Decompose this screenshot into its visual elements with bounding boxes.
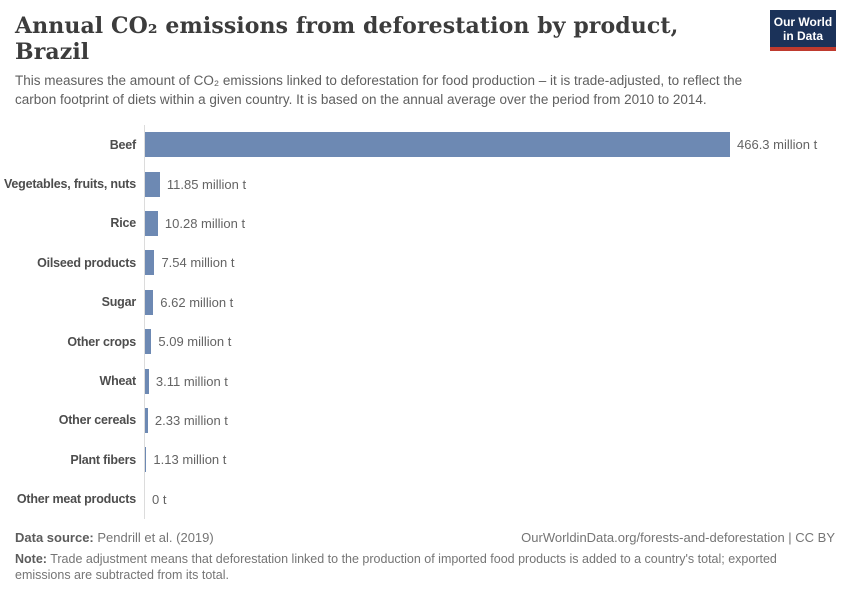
chart-row: Rice 10.28 million t: [0, 203, 850, 244]
bar[interactable]: [145, 447, 147, 473]
chart-row: Beef 466.3 million t: [0, 125, 850, 165]
chart-row: Other crops 5.09 million t: [0, 321, 850, 362]
value-label: 2.33 million t: [154, 412, 228, 428]
axis-and-bar-area: 7.54 million t: [144, 243, 850, 283]
bar[interactable]: [145, 329, 152, 355]
data-source-text: Pendrill et al. (2019): [97, 530, 214, 545]
bar[interactable]: [145, 250, 155, 276]
value-label: 3.11 million t: [155, 373, 228, 389]
value-label: 0 t: [152, 491, 167, 507]
category-label: Rice: [110, 216, 136, 231]
citation-link[interactable]: OurWorldinData.org/forests-and-deforesta…: [521, 530, 835, 545]
bar[interactable]: [145, 368, 149, 394]
owid-logo-line2: in Data: [782, 29, 823, 43]
axis-and-bar-area: 0 t: [144, 479, 850, 519]
source-line: Data source: Pendrill et al. (2019) OurW…: [15, 530, 835, 545]
axis-and-bar-area: 10.28 million t: [144, 203, 850, 244]
value-label: 10.28 million t: [164, 215, 246, 231]
bar-chart: Beef 466.3 million t Vegetables, fruits,…: [0, 125, 850, 519]
axis-and-bar-area: 2.33 million t: [144, 400, 850, 441]
category-label: Wheat: [99, 374, 136, 389]
category-label: Vegetables, fruits, nuts: [3, 177, 136, 192]
value-label: 11.85 million t: [166, 176, 247, 192]
category-label: Other crops: [67, 334, 136, 349]
bar[interactable]: [145, 210, 158, 236]
note-text1: Trade adjustment means that deforestatio…: [50, 552, 777, 566]
chart-row: Plant fibers 1.13 million t: [0, 440, 850, 480]
note: Note: Trade adjustment means that defore…: [15, 552, 830, 583]
axis-and-bar-area: 11.85 million t: [144, 164, 850, 204]
category-label: Oilseed products: [37, 255, 136, 270]
axis-and-bar-area: 466.3 million t: [144, 125, 850, 165]
data-source: Data source: Pendrill et al. (2019): [15, 530, 214, 545]
chart-title: Annual CO₂ emissions from deforestation …: [15, 13, 679, 65]
note-text2: emissions are subtracted from its total.: [15, 567, 229, 582]
owid-logo-line1: Our World: [773, 15, 833, 29]
axis-and-bar-area: 1.13 million t: [144, 440, 850, 480]
chart-rows: Beef 466.3 million t Vegetables, fruits,…: [0, 125, 850, 519]
chart-row: Other meat products 0 t: [0, 479, 850, 519]
value-label: 1.13 million t: [153, 452, 227, 468]
chart-row: Vegetables, fruits, nuts 11.85 million t: [0, 164, 850, 204]
footer: Data source: Pendrill et al. (2019) OurW…: [15, 530, 835, 583]
chart-row: Wheat 3.11 million t: [0, 361, 850, 401]
note-label: Note:: [15, 552, 47, 566]
owid-logo: Our World in Data: [770, 10, 836, 51]
axis-and-bar-area: 5.09 million t: [144, 321, 850, 362]
category-label: Other meat products: [16, 492, 136, 507]
axis-and-bar-area: 6.62 million t: [144, 282, 850, 322]
bar[interactable]: [145, 132, 730, 158]
chart-row: Other cereals 2.33 million t: [0, 400, 850, 441]
value-label: 6.62 million t: [160, 294, 234, 310]
category-label: Plant fibers: [70, 452, 136, 467]
chart-subtitle: This measures the amount of CO₂ emission…: [15, 73, 743, 107]
axis-and-bar-area: 3.11 million t: [144, 361, 850, 401]
chart-row: Oilseed products 7.54 million t: [0, 243, 850, 283]
note-line1: Note: Trade adjustment means that defore…: [15, 552, 830, 568]
bar[interactable]: [145, 171, 160, 197]
bar[interactable]: [145, 407, 148, 433]
chart-row: Sugar 6.62 million t: [0, 282, 850, 322]
bar[interactable]: [145, 289, 154, 315]
category-label: Sugar: [101, 295, 137, 310]
header: Annual CO₂ emissions from deforestation …: [0, 0, 850, 109]
value-label: 7.54 million t: [161, 255, 235, 271]
category-label: Beef: [109, 137, 136, 152]
value-label: 5.09 million t: [158, 334, 232, 350]
value-label: 466.3 million t: [737, 137, 818, 153]
category-label: Other cereals: [58, 413, 137, 428]
data-source-label: Data source:: [15, 530, 94, 545]
